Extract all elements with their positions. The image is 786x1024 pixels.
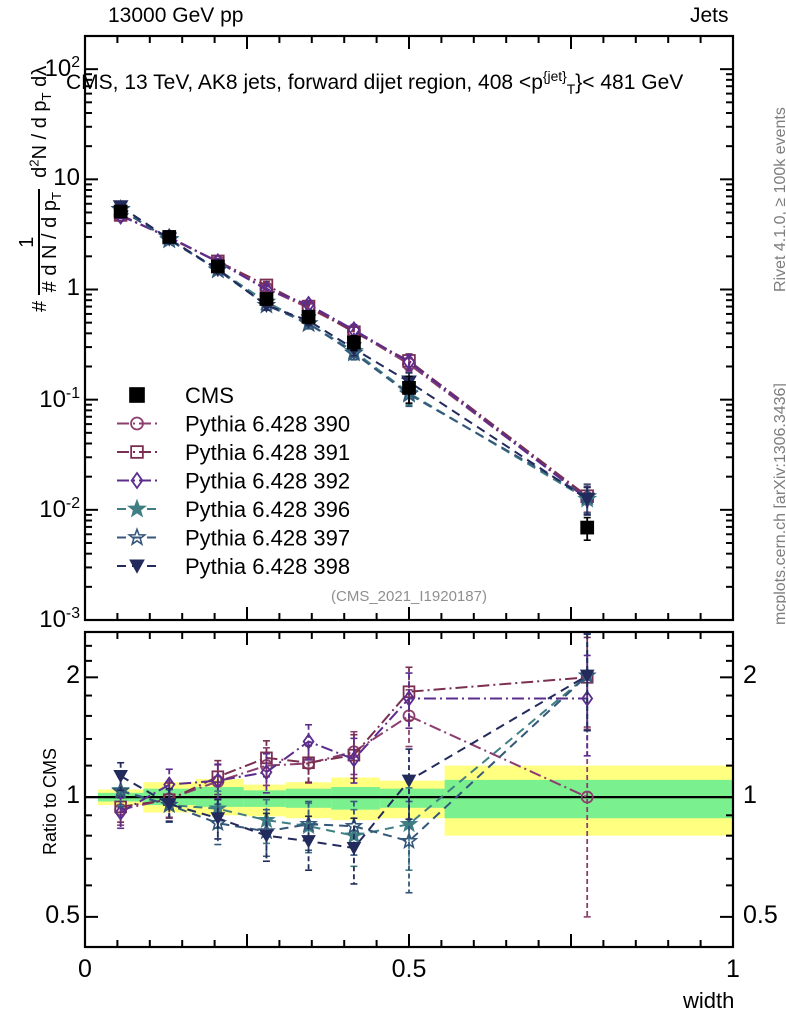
series-line — [120, 205, 588, 500]
main-yaxis-ticks — [85, 35, 733, 621]
series-line — [120, 674, 588, 843]
ratio-ytick-label-left: 0.5 — [45, 900, 80, 929]
data-marker-triangle-down — [579, 492, 596, 507]
ratio-uncertainty-bands — [97, 765, 733, 836]
series-line — [120, 697, 588, 814]
main-ytick-label: 10-1 — [39, 384, 80, 413]
ratio-ytick-label-left: 1 — [66, 781, 80, 810]
data-marker-triangle-down — [346, 841, 362, 856]
legend-entry-p396[interactable]: Pythia 6.428 396 — [117, 497, 350, 522]
main-ytick-label: 10 — [53, 164, 80, 192]
analysis-id-watermark: (CMS_2021_I1920187) — [331, 588, 487, 605]
data-marker-triangle-down — [113, 769, 128, 784]
ratio-ytick-label-right: 0.5 — [743, 900, 778, 929]
series-line — [120, 674, 588, 850]
data-marker-diamond — [347, 750, 360, 768]
data-marker-triangle-down — [210, 812, 226, 826]
xtick-label: 0 — [78, 955, 92, 983]
series-line — [120, 714, 588, 811]
ratio-series-p398 — [113, 633, 595, 885]
page-title-subscript: T — [566, 81, 576, 98]
band-green — [379, 788, 445, 808]
data-marker-star5-filled — [127, 498, 147, 518]
legend-entry-p391[interactable]: Pythia 6.428 391 — [117, 440, 350, 465]
main-panel-frame — [83, 34, 735, 622]
main-ytick-label: 102 — [44, 54, 80, 83]
data-marker-triangle-down — [161, 798, 177, 812]
data-marker-filled-square — [580, 520, 595, 535]
data-marker-diamond — [581, 689, 594, 707]
data-marker-filled-square — [301, 309, 316, 324]
band-green — [331, 787, 380, 810]
legend: CMS Pythia 6.428 390 Pythia 6.428 391 Pythi… — [117, 383, 350, 579]
legend-label: Pythia 6.428 397 — [185, 526, 350, 551]
main-ytick-label: 10-3 — [39, 605, 80, 633]
xtick-label: 0.5 — [391, 955, 427, 983]
xtick-label: 1 — [726, 955, 740, 983]
ratio-ytick-label-right: 1 — [743, 781, 757, 810]
data-marker-star5-open — [111, 781, 130, 800]
page-title-superscript: {jet} — [542, 68, 567, 84]
data-marker-filled-square — [347, 335, 361, 350]
data-marker-diamond — [302, 733, 315, 750]
data-marker-triangle-down — [401, 774, 417, 788]
process-category-label: Jets — [690, 4, 729, 27]
data-marker-star5-open — [399, 831, 419, 850]
page-title-main: CMS, 13 TeV, AK8 jets, forward dijet reg… — [66, 71, 543, 94]
legend-entry-cms[interactable]: CMS — [129, 383, 234, 408]
legend-label: CMS — [185, 383, 234, 408]
legend-label: Pythia 6.428 396 — [185, 497, 350, 522]
data-marker-filled-square — [113, 204, 128, 219]
axis-frame — [83, 34, 735, 622]
data-marker-filled-square — [402, 380, 416, 395]
ratio-ytick-label-right: 2 — [743, 661, 757, 690]
legend-entry-p390[interactable]: Pythia 6.428 390 — [117, 412, 350, 437]
data-marker-diamond — [260, 763, 273, 781]
data-marker-triangle-down — [129, 559, 145, 574]
data-marker-triangle-down — [259, 829, 274, 843]
data-marker-filled-square — [129, 387, 145, 403]
data-marker-triangle-down — [301, 835, 316, 849]
data-marker-diamond — [114, 804, 127, 821]
data-marker-filled-square — [259, 292, 274, 306]
series-line — [120, 674, 588, 837]
ratio-ytick-label-left: 2 — [66, 661, 80, 690]
data-marker-star5-open — [127, 527, 147, 546]
legend-entry-p397[interactable]: Pythia 6.428 397 — [117, 526, 350, 551]
main-series-p391 — [113, 208, 594, 514]
main-ytick-label: 1 — [66, 274, 80, 302]
legend-label: Pythia 6.428 392 — [185, 469, 350, 494]
legend-entry-p392[interactable]: Pythia 6.428 392 — [117, 469, 350, 494]
data-marker-filled-square — [210, 259, 225, 274]
data-marker-diamond — [211, 772, 224, 790]
data-marker-diamond — [402, 689, 416, 707]
legend-label: Pythia 6.428 391 — [185, 440, 350, 465]
main-series-cms — [113, 204, 595, 542]
data-marker-circle — [130, 416, 144, 431]
main-ytick-label: 10-2 — [39, 494, 80, 523]
ratio-xaxis-ticks — [84, 632, 734, 947]
series-line — [120, 215, 588, 500]
series-line — [120, 214, 588, 499]
legend-label: Pythia 6.428 390 — [185, 412, 350, 437]
band-green — [285, 788, 332, 808]
data-marker-circle — [580, 790, 594, 804]
data-marker-square — [130, 445, 144, 459]
band-green — [243, 790, 286, 807]
xaxis-label: width — [683, 988, 735, 1013]
data-marker-diamond — [402, 352, 416, 371]
band-green — [444, 779, 733, 819]
page-title-tail: }< 481 GeV — [575, 71, 684, 94]
main-xaxis-ticks — [84, 36, 734, 620]
data-marker-triangle-down — [579, 669, 595, 683]
series-line — [120, 676, 588, 808]
beam-energy-label: 13000 GeV pp — [108, 4, 244, 27]
legend-label: Pythia 6.428 398 — [185, 554, 350, 579]
legend-entry-p398[interactable]: Pythia 6.428 398 — [117, 554, 350, 579]
data-marker-filled-square — [162, 230, 177, 244]
data-marker-diamond — [130, 471, 144, 490]
page-title: CMS, 13 TeV, AK8 jets, forward dijet reg… — [66, 68, 683, 97]
